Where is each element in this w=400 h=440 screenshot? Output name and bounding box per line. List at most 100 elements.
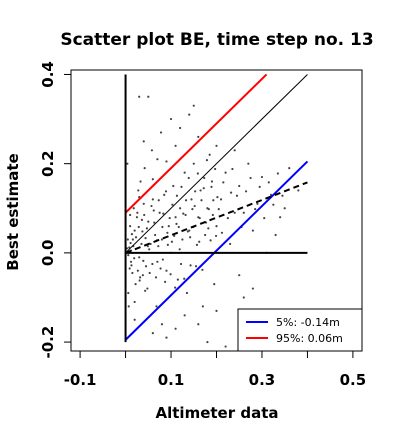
data-point — [138, 279, 141, 282]
data-point — [133, 257, 136, 260]
data-point — [175, 222, 178, 225]
data-point — [136, 269, 139, 272]
data-point — [180, 185, 183, 188]
data-point — [254, 208, 257, 211]
data-point — [192, 104, 195, 107]
data-point — [174, 144, 177, 147]
data-point — [137, 189, 140, 192]
data-point — [132, 207, 135, 210]
data-point — [172, 184, 175, 188]
data-point — [129, 213, 132, 217]
x-tick-label: 0.5 — [340, 371, 367, 389]
data-point — [276, 172, 279, 175]
data-point — [207, 227, 210, 230]
data-point — [165, 336, 168, 339]
data-point — [242, 296, 245, 299]
data-point — [199, 189, 202, 192]
data-point — [281, 194, 284, 197]
data-point — [143, 167, 146, 170]
data-point — [155, 305, 158, 308]
data-point — [129, 241, 132, 245]
data-point — [129, 260, 133, 263]
data-point — [138, 95, 141, 98]
data-point — [146, 245, 149, 248]
data-point — [144, 237, 147, 240]
data-point — [159, 267, 162, 270]
data-point — [133, 300, 136, 304]
chart-title: Scatter plot BE, time step no. 13 — [60, 30, 373, 50]
data-point — [215, 225, 218, 228]
data-point — [187, 176, 190, 180]
data-point — [195, 243, 199, 246]
data-point — [166, 243, 169, 246]
data-point — [161, 258, 164, 261]
data-point — [145, 227, 149, 230]
data-point — [128, 267, 131, 270]
data-point — [208, 153, 211, 156]
data-point — [220, 231, 224, 234]
data-point — [224, 345, 227, 348]
data-point — [179, 207, 182, 210]
data-point — [168, 216, 171, 220]
data-point — [213, 283, 216, 286]
legend-label: 5%: -0.14m — [276, 316, 340, 329]
data-point — [170, 240, 174, 243]
data-point — [283, 207, 286, 210]
data-point — [149, 242, 152, 246]
data-point — [127, 305, 130, 308]
data-point — [141, 230, 144, 233]
data-point — [176, 278, 179, 281]
data-point — [144, 289, 147, 292]
x-tick-label: 0.1 — [158, 371, 185, 389]
data-point — [177, 225, 180, 229]
data-point — [193, 204, 196, 208]
data-point — [144, 265, 148, 268]
data-point — [214, 167, 217, 171]
data-point — [217, 208, 220, 211]
data-point — [142, 202, 145, 205]
data-point — [166, 231, 169, 234]
data-point — [137, 225, 140, 229]
data-point — [130, 264, 133, 267]
data-point — [157, 245, 160, 248]
data-point — [163, 193, 166, 196]
data-point — [297, 189, 300, 192]
data-point — [235, 194, 239, 197]
data-point — [247, 162, 250, 165]
data-point — [182, 212, 185, 215]
legend-box — [237, 308, 363, 352]
data-point — [159, 131, 163, 134]
data-point — [238, 184, 241, 188]
x-axis-label: Altimeter data — [156, 404, 279, 422]
x-axis: -0.1 0.1 0.3 0.5 — [64, 351, 367, 389]
data-point — [138, 256, 141, 259]
data-point — [201, 268, 204, 271]
y-tick-label: -0.2 — [39, 326, 57, 359]
data-point — [197, 323, 200, 326]
data-point — [154, 276, 158, 279]
data-point — [204, 233, 207, 237]
data-point — [139, 276, 142, 279]
data-point — [157, 199, 160, 202]
data-point — [153, 221, 156, 224]
data-point — [164, 280, 167, 283]
data-point — [244, 190, 248, 193]
data-point — [129, 225, 132, 228]
data-point — [169, 273, 172, 276]
data-point — [224, 171, 227, 174]
x-tick-label: -0.1 — [64, 371, 97, 389]
data-point — [202, 187, 205, 190]
data-point — [249, 176, 252, 180]
data-point — [212, 199, 215, 202]
legend: 5%: -0.14m 95%: 0.06m — [237, 308, 363, 352]
upper-percentile-line — [124, 73, 268, 214]
data-point — [134, 236, 138, 239]
data-point — [233, 149, 236, 152]
data-point — [185, 291, 189, 295]
data-point — [174, 327, 177, 330]
data-point — [222, 181, 225, 184]
data-point — [131, 271, 134, 275]
y-tick-label: 0.2 — [39, 150, 57, 177]
data-point — [127, 254, 130, 257]
